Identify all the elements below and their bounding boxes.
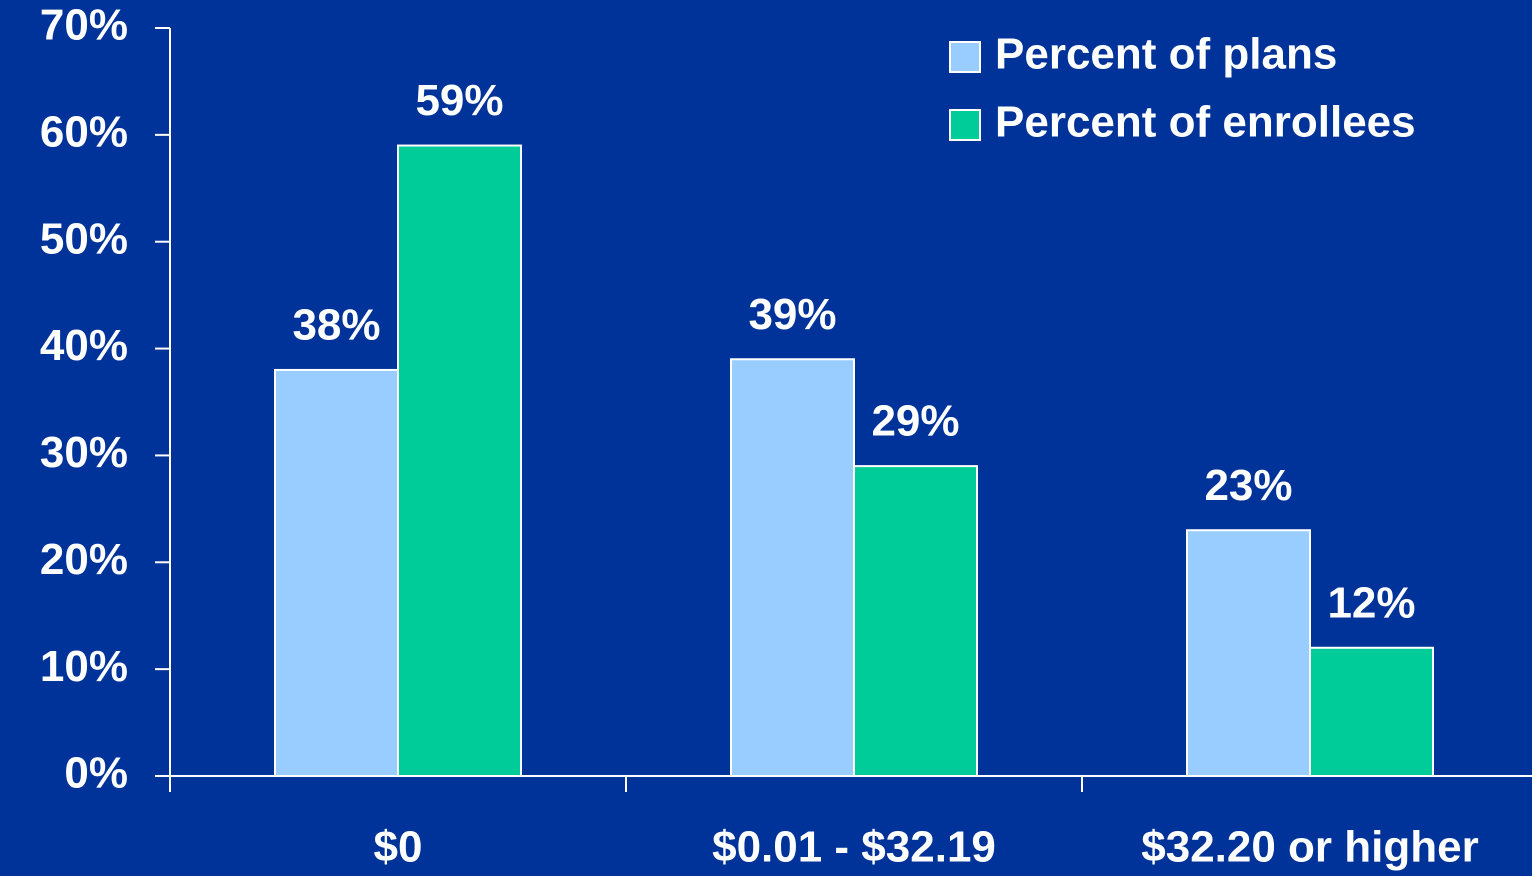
y-tick-label: 10% xyxy=(40,642,128,691)
bar xyxy=(1186,529,1311,777)
legend-swatch xyxy=(949,41,981,73)
bar xyxy=(397,144,522,778)
y-tick-label: 40% xyxy=(40,321,128,370)
data-label: 23% xyxy=(1204,461,1292,510)
legend-label: Percent of plans xyxy=(995,30,1337,79)
x-tick-label: $0 xyxy=(374,823,423,872)
bar xyxy=(1309,646,1434,777)
x-tick-label: $0.01 - $32.19 xyxy=(712,823,996,872)
y-tick-label: 50% xyxy=(40,214,128,263)
y-tick-label: 60% xyxy=(40,107,128,156)
legend-label: Percent of enrollees xyxy=(995,98,1416,147)
y-tick-label: 20% xyxy=(40,535,128,584)
x-tick-label: $32.20 or higher xyxy=(1141,823,1478,872)
bar xyxy=(853,465,978,777)
data-label: 12% xyxy=(1327,578,1415,627)
data-label: 59% xyxy=(415,76,503,125)
y-tick-label: 70% xyxy=(40,1,128,50)
bar xyxy=(274,368,399,777)
bar xyxy=(730,358,855,777)
data-label: 29% xyxy=(871,397,959,446)
y-tick-label: 30% xyxy=(40,428,128,477)
legend-swatch xyxy=(949,109,981,141)
y-tick-label: 0% xyxy=(64,749,128,798)
data-label: 39% xyxy=(748,290,836,339)
data-label: 38% xyxy=(292,301,380,350)
